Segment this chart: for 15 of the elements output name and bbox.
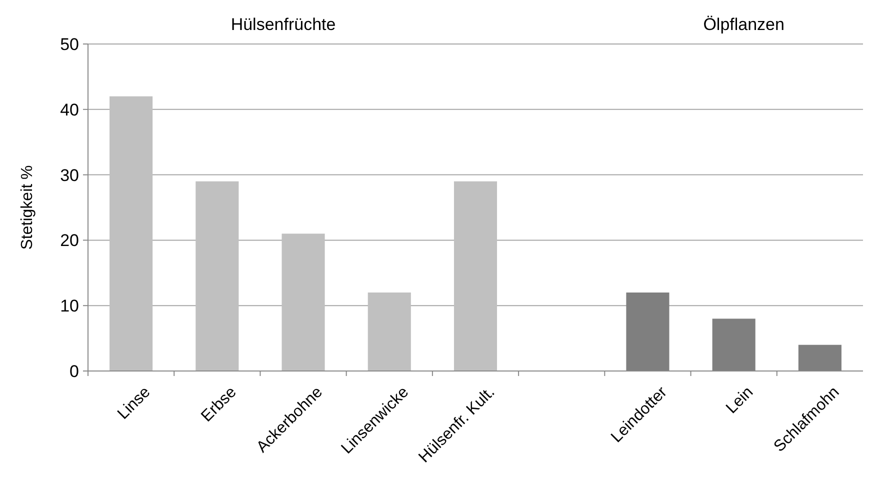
y-tick-label: 20 bbox=[60, 231, 79, 250]
bar bbox=[110, 96, 153, 371]
bar bbox=[196, 181, 239, 371]
bar bbox=[454, 181, 498, 371]
y-tick-label: 30 bbox=[60, 166, 79, 185]
bar bbox=[282, 234, 325, 371]
text: Hülsenfrüchte bbox=[230, 15, 336, 34]
bar bbox=[368, 292, 411, 371]
x-tick-label: Lein bbox=[723, 384, 757, 418]
y-tick-label: 50 bbox=[60, 34, 79, 54]
y-tick-label: 40 bbox=[60, 100, 79, 120]
text: Ölpflanzen bbox=[703, 15, 784, 34]
y-tick-label: 10 bbox=[60, 296, 79, 316]
y-tick-label: 0 bbox=[70, 362, 79, 381]
y-axis-title: Stetigkeit % bbox=[19, 165, 36, 250]
